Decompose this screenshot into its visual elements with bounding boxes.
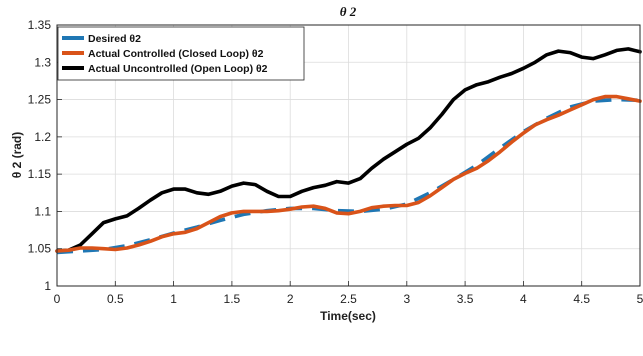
y-tick-label: 1.05 [28,242,52,256]
y-axis-label: θ 2 (rad) [10,132,24,179]
ticks [56,24,641,287]
x-tick-label: 0.5 [107,292,124,306]
y-tick-label: 1.2 [34,130,51,144]
series-open-loop-line [55,47,642,253]
y-tick-label: 1.15 [28,167,52,181]
x-tick-label: 2.5 [340,292,357,306]
chart-title: θ 2 [340,4,357,19]
x-tick-label: 0 [54,292,61,306]
tick-labels: 0 0.5 1 1.5 2 2.5 3 3.5 4 4.5 5 1 1.05 1.1 1.15 1.2 1.25… [28,18,643,306]
y-tick-label: 1 [44,279,51,293]
x-tick-label: 4 [520,292,527,306]
x-tick-label: 5 [637,292,643,306]
series-layer [55,47,642,255]
legend-label-open-loop: Actual Uncontrolled (Open Loop) θ2 [88,63,268,75]
x-tick-label: 3.5 [457,292,474,306]
series-desired-line [56,97,641,255]
series-closed-loop-line [55,94,642,253]
x-tick-label: 1 [170,292,177,306]
y-tick-label: 1.3 [34,55,51,69]
x-tick-label: 4.5 [573,292,590,306]
y-tick-label: 1.25 [28,93,52,107]
legend: Desired θ2 Actual Controlled (Closed Loo… [57,26,305,81]
x-axis-label: Time(sec) [320,309,376,323]
legend-label-closed-loop: Actual Controlled (Closed Loop) θ2 [88,48,264,60]
x-tick-label: 3 [403,292,410,306]
legend-box [57,26,305,81]
x-tick-label: 1.5 [224,292,241,306]
y-tick-label: 1.1 [34,204,51,218]
y-tick-label: 1.35 [28,18,52,32]
legend-label-desired: Desired θ2 [88,33,141,45]
x-tick-label: 2 [287,292,294,306]
